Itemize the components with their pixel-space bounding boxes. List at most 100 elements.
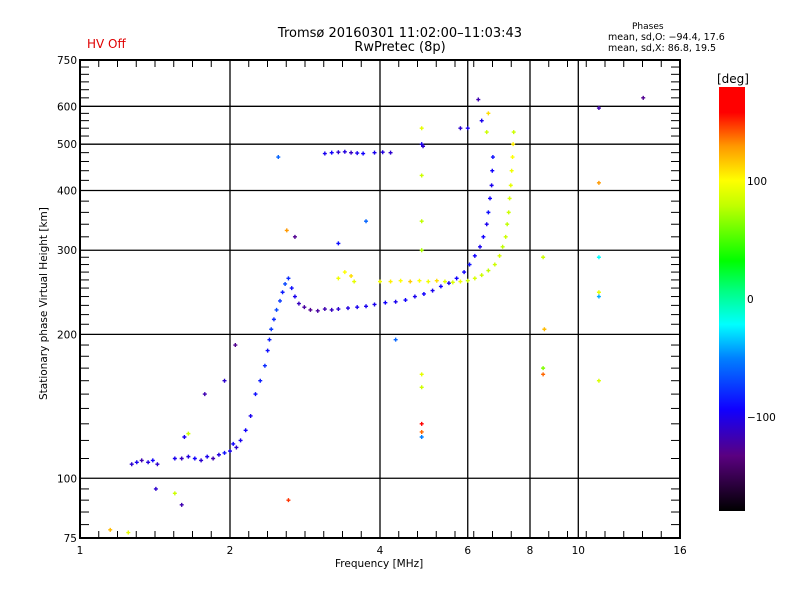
data-point	[139, 458, 144, 463]
data-point	[419, 248, 424, 253]
colorbar-tick-label: 100	[747, 176, 767, 188]
data-point	[222, 378, 227, 383]
data-point	[146, 460, 151, 465]
data-point	[216, 452, 221, 457]
colorbar-tick-label: −100	[747, 412, 776, 424]
data-point	[211, 456, 216, 461]
data-point	[486, 210, 491, 215]
data-point	[283, 281, 288, 286]
data-point	[479, 118, 484, 123]
data-point	[292, 234, 297, 239]
data-point	[329, 150, 334, 155]
data-point	[490, 168, 495, 173]
data-point	[234, 445, 239, 450]
data-point	[478, 244, 483, 249]
data-point	[484, 130, 489, 135]
data-point	[336, 150, 341, 155]
data-point	[274, 307, 279, 312]
data-point	[450, 280, 455, 285]
data-point	[383, 300, 388, 305]
data-point	[380, 150, 385, 155]
data-point	[302, 305, 307, 310]
data-point	[205, 454, 210, 459]
y-tick-label: 200	[57, 329, 77, 341]
data-point	[153, 486, 158, 491]
data-point	[486, 111, 491, 116]
data-point	[541, 372, 546, 377]
data-point	[258, 378, 263, 383]
data-point	[596, 378, 601, 383]
data-point	[541, 255, 546, 260]
colorbar-tick-label: 0	[747, 294, 754, 306]
data-point	[364, 304, 369, 309]
data-point	[308, 307, 313, 312]
data-point	[510, 155, 515, 160]
data-point	[269, 327, 274, 332]
data-point	[419, 173, 424, 178]
data-point	[228, 449, 232, 454]
data-point	[542, 327, 547, 332]
data-point	[509, 168, 514, 173]
phase-stats-o: mean, sd,O: −94.4, 17.6	[608, 32, 725, 43]
data-point	[315, 308, 320, 313]
data-point	[419, 126, 424, 131]
data-point	[541, 366, 546, 371]
data-point	[378, 279, 382, 284]
data-point	[438, 284, 443, 289]
data-point	[186, 431, 191, 436]
y-tick-label: 100	[57, 473, 77, 485]
colorbar-unit-label: [deg]	[717, 72, 749, 86]
data-point	[479, 273, 484, 278]
data-point	[186, 454, 191, 459]
data-point	[641, 95, 646, 100]
phase-stats-heading: Phases	[632, 22, 664, 32]
data-point	[336, 276, 341, 281]
chart-title-line1: Tromsø 20160301 11:02:00–11:03:43	[277, 26, 523, 41]
data-point	[336, 307, 341, 312]
data-point	[408, 279, 413, 284]
data-point	[292, 294, 297, 299]
data-point	[398, 278, 403, 283]
data-point	[419, 385, 424, 390]
data-point	[276, 155, 281, 160]
y-tick-label: 75	[64, 533, 77, 545]
data-point	[484, 222, 489, 227]
data-point	[488, 196, 493, 201]
data-point	[129, 462, 134, 467]
x-tick-label: 4	[377, 545, 384, 557]
data-point	[508, 183, 513, 188]
data-point	[506, 210, 511, 215]
data-point	[596, 106, 601, 111]
y-tick-label: 500	[57, 139, 77, 151]
data-point	[458, 126, 463, 131]
data-point	[172, 456, 177, 461]
data-point	[349, 273, 354, 278]
data-point	[329, 307, 334, 312]
colorbar	[719, 87, 745, 511]
data-point	[372, 150, 377, 155]
data-point	[355, 151, 360, 156]
x-tick-label: 16	[673, 545, 687, 557]
grid-lines	[80, 60, 680, 538]
data-point	[231, 441, 236, 446]
data-point	[267, 337, 272, 342]
data-point	[511, 142, 516, 147]
data-point	[596, 294, 601, 299]
data-point	[284, 228, 289, 233]
data-point	[134, 460, 139, 465]
data-point	[322, 307, 327, 312]
data-point	[503, 234, 508, 239]
data-point	[126, 530, 131, 535]
data-point	[511, 130, 516, 135]
plot-frame	[79, 59, 681, 539]
data-point	[421, 144, 426, 149]
data-point	[419, 219, 424, 224]
phase-stats-x: mean, sd,X: 86.8, 19.5	[608, 43, 717, 54]
colorbar-tick-labels: −100 0 100	[747, 176, 776, 424]
data-point	[238, 438, 243, 443]
data-point	[596, 290, 601, 295]
data-point	[296, 301, 301, 306]
data-point	[265, 348, 270, 353]
data-point	[342, 149, 347, 154]
data-point	[430, 288, 435, 293]
